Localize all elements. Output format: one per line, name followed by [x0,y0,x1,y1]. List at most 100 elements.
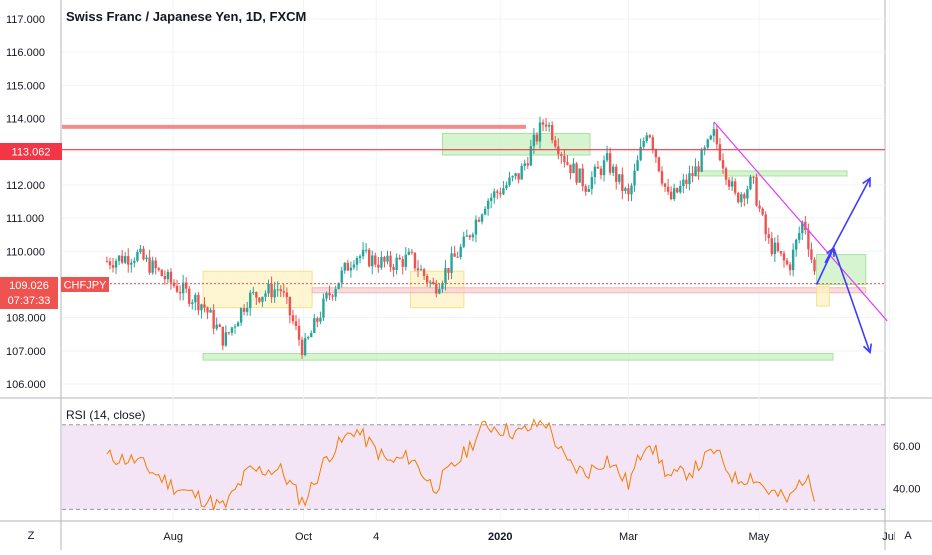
candle-body-down [197,294,200,311]
candle-body-down [660,171,664,184]
candle-body-up [611,166,615,173]
candle-body-down [737,192,740,203]
candle-body-down [401,259,404,267]
candle-body-down [648,135,651,138]
candle-body-up [502,188,505,195]
candle-body-up [459,246,462,258]
candle-body-down [770,238,773,255]
candle-body-up [303,338,307,356]
candle-body-down [154,260,157,269]
candle-body-up [117,255,121,261]
candle-body-up [267,283,270,294]
candle-body-down [282,291,285,293]
candle-body-down [499,192,502,195]
left-scale-button[interactable]: Z [18,526,44,544]
candle-body-up [682,179,685,186]
candle-body-down [627,188,630,195]
price-tick-label: 116.000 [6,47,45,59]
candle-body-down [599,168,603,176]
rsi-tick-label: 60.00 [893,441,921,453]
current-price-badge: 109.026 07:37:33 [0,277,58,309]
candle-body-down [175,285,179,292]
candle-body-up [746,189,749,199]
candle-body-up [794,239,798,250]
candle-body-down [776,242,780,252]
candle-body-up [306,337,310,339]
candle-body-down [596,166,600,169]
candle-body-down [727,179,731,187]
candle-body-down [715,129,719,145]
candle-body-down [105,261,109,263]
candle-body-down [569,164,572,174]
candle-body-up [618,174,621,182]
candle-body-down [212,309,215,329]
candle-body-down [206,307,209,313]
current-price-text: 109.026 [9,280,49,292]
candle-body-up [706,139,709,148]
candle-body-up [133,260,136,263]
candle-body-down [148,257,151,273]
candle-body-up [337,282,340,289]
candle-body-down [810,249,813,260]
candle-body-down [666,186,670,192]
candle-body-down [477,219,481,222]
candle-body-up [645,135,648,142]
candle-body-down [721,160,725,169]
zone-green [442,132,591,156]
candle-body-up [264,293,267,297]
resistance-price-badge: 113.062 [0,143,62,160]
candle-body-down [651,137,655,150]
candle-body-up [493,191,496,198]
candle-body-down [410,251,414,253]
candle-body-down [422,269,426,276]
candle-body-up [773,242,777,255]
candle-body-up [679,185,682,193]
candle-body-up [486,200,490,209]
candle-body-up [136,251,139,261]
candle-body-down [218,324,221,327]
candle-body-up [371,255,374,267]
candle-body-down [328,293,331,296]
candle-body-up [712,129,716,136]
candle-body-down [258,297,261,302]
auto-scale-button[interactable]: A [895,526,921,544]
candle-body-up [130,262,133,265]
candle-body-down [435,283,438,294]
candle-body-down [541,122,545,125]
projection-down-arrowhead [862,343,873,355]
time-tick-label: May [748,531,769,543]
candle-body-up [480,214,484,222]
zone-pink [311,287,867,294]
candle-body-down [758,205,761,209]
candle-body-down [270,283,273,298]
candle-body-up [361,249,365,257]
price-tick-label: 106.000 [6,379,46,391]
candle-body-down [389,255,392,268]
candle-body-up [749,176,752,190]
candle-body-down [346,262,350,271]
candle-body-up [590,177,594,190]
candle-body-up [633,170,636,186]
zone-green [202,352,834,361]
candle-body-up [319,317,322,322]
projection-up-arrowhead-1 [826,246,835,257]
candle-body-up [114,260,118,268]
candle-body-down [221,326,224,346]
candle-body-up [233,326,237,328]
rsi-tick-label: 40.00 [893,483,921,495]
chart-title: Swiss Franc / Japanese Yen, 1D, FXCM [66,9,306,24]
candle-body-down [169,271,173,283]
candle-body-down [657,157,661,172]
zones-layer [202,132,867,361]
time-tick-label: Oct [295,531,312,543]
candle-body-up [276,289,279,291]
candle-body-up [139,248,142,252]
candle-body-down [550,125,554,141]
candle-body-down [663,183,667,187]
candle-body-up [529,146,533,166]
projection-down-path [832,247,871,353]
price-tick-label: 114.000 [6,114,45,126]
time-tick-label: 2020 [488,531,512,543]
candle-body-down [127,256,130,265]
